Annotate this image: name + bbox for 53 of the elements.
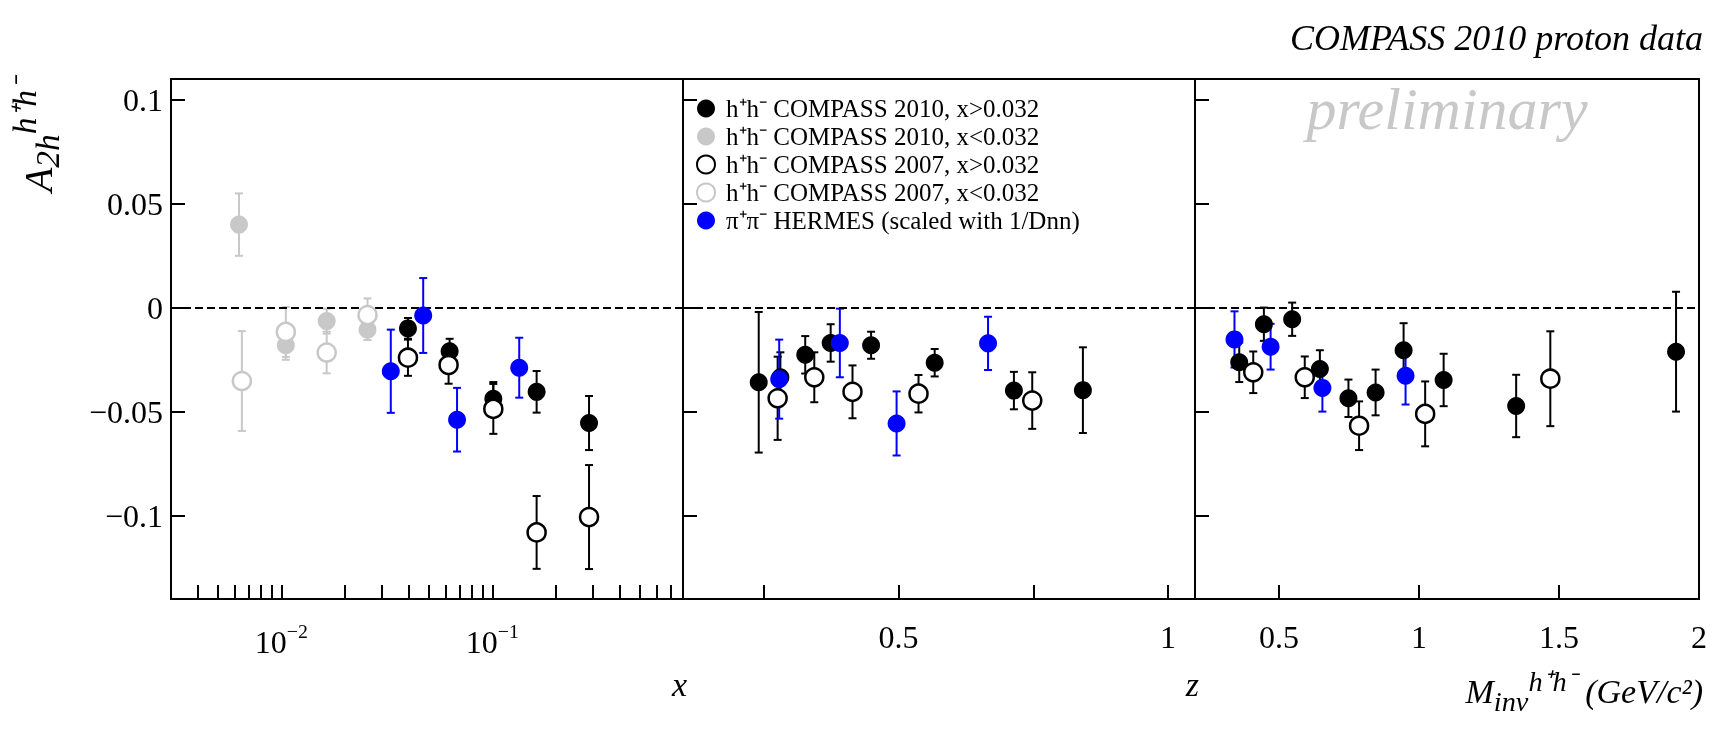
point	[1348, 415, 1370, 436]
y-tick-label: −0.05	[88, 393, 163, 430]
x-tick-label: 1.5	[1539, 619, 1579, 655]
point	[1339, 389, 1358, 408]
point	[796, 345, 815, 364]
point	[1540, 368, 1561, 389]
x-axis-title: M$_{inv}$$^{h⁺h⁻}$ (GeV/c²)	[1465, 666, 1703, 718]
point	[1310, 359, 1329, 378]
legend-label: h⁺h⁻ COMPASS 2010, x<0.032	[726, 123, 1040, 150]
point	[1283, 310, 1302, 329]
chart-title: COMPASS 2010 proton data	[1289, 18, 1703, 58]
legend-label: π⁺π⁻ HERMES (scaled with 1/Dnn)	[726, 207, 1080, 235]
point	[1073, 381, 1092, 400]
point	[1022, 390, 1043, 411]
x-tick-label: 1	[1160, 619, 1177, 655]
point	[1313, 378, 1332, 397]
x-tick-label: 2	[1691, 619, 1707, 655]
point	[1261, 337, 1280, 356]
point	[1294, 367, 1316, 388]
x-tick-label: 0.5	[1259, 619, 1299, 655]
point	[862, 336, 881, 355]
point	[1004, 381, 1023, 400]
y-tick-label: −0.1	[104, 497, 163, 534]
point	[767, 388, 788, 409]
point	[1230, 353, 1249, 372]
point	[1394, 341, 1413, 360]
x-tick-label: 0.5	[878, 619, 919, 655]
point	[1507, 396, 1526, 415]
point	[925, 353, 944, 372]
x-tick-label: 1	[1411, 619, 1427, 655]
point	[1414, 403, 1436, 425]
point	[1243, 362, 1264, 383]
x-axis-title: x	[671, 666, 687, 703]
legend-label: h⁺h⁻ COMPASS 2007, x<0.032	[726, 179, 1040, 206]
point	[1366, 383, 1385, 402]
point	[887, 414, 906, 433]
y-tick-label: 0.05	[107, 185, 163, 222]
point	[1396, 366, 1415, 385]
point	[979, 334, 998, 353]
point	[1254, 315, 1273, 334]
point	[1434, 370, 1453, 389]
point	[842, 381, 863, 403]
y-tick-label: 0.1	[123, 81, 163, 118]
point	[749, 373, 768, 392]
point	[804, 367, 825, 388]
point	[1225, 330, 1244, 349]
point	[908, 383, 929, 404]
x-axis-title: z	[1185, 666, 1199, 703]
point	[1667, 342, 1686, 361]
point	[830, 333, 849, 352]
legend-label: h⁺h⁻ COMPASS 2010, x>0.032	[726, 95, 1040, 122]
y-tick-label: 0	[147, 289, 163, 326]
legend-label: h⁺h⁻ COMPASS 2007, x>0.032	[726, 151, 1040, 178]
